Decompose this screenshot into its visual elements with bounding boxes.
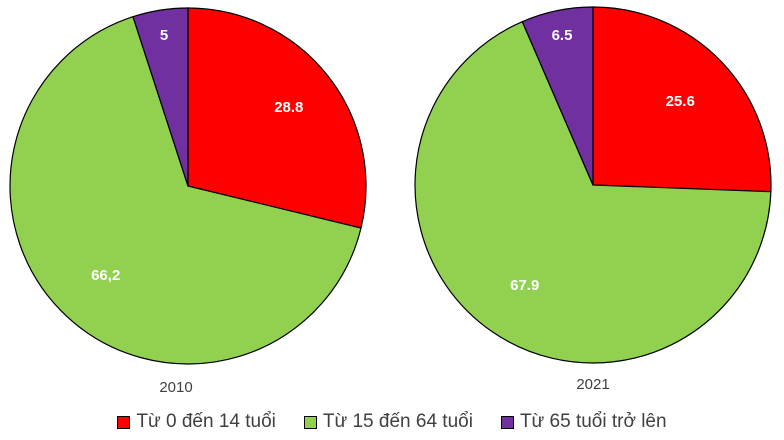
legend-swatch-65-plus: [500, 415, 514, 429]
data-label-2021-0-14: 25.6: [666, 93, 695, 110]
legend-item-15-64: Từ 15 đến 64 tuổi: [303, 411, 473, 433]
pie-title-2010: 2010: [159, 379, 192, 396]
legend: Từ 0 đến 14 tuổi Từ 15 đến 64 tuổi Từ 65…: [0, 406, 784, 438]
data-label-2010-0-14: 28.8: [274, 99, 303, 116]
data-label-2021-15-64: 67.9: [510, 277, 539, 294]
data-label-2010-65-plus: 5: [160, 27, 168, 44]
pie-slice-2010-15-64: [9, 15, 362, 365]
legend-label-15-64: Từ 15 đến 64 tuổi: [322, 411, 473, 432]
legend-item-0-14: Từ 0 đến 14 tuổi: [117, 411, 276, 433]
legend-label-65-plus: Từ 65 tuổi trở lên: [519, 411, 667, 432]
legend-item-65-plus: Từ 65 tuổi trở lên: [500, 411, 667, 433]
legend-swatch-0-14: [117, 415, 131, 429]
data-label-2021-65-plus: 6.5: [552, 27, 573, 44]
legend-label-0-14: Từ 0 đến 14 tuổi: [136, 411, 276, 432]
legend-swatch-15-64: [303, 415, 317, 429]
pie-title-2021: 2021: [576, 376, 609, 393]
pie-slice-2010-65-plus: [132, 7, 189, 187]
pie-chart-2021: 25.6 67.9 6.5: [414, 6, 772, 364]
pie-slice-2021-65-plus: [521, 6, 594, 186]
pie-slice-2021-15-64: [414, 20, 772, 364]
pie-slice-2010-0-14: [187, 7, 367, 229]
pie-slice-2021-0-14: [592, 6, 772, 193]
pie-chart-2010: 28.8 66,2 5: [9, 7, 367, 365]
data-label-2010-15-64: 66,2: [91, 267, 120, 284]
